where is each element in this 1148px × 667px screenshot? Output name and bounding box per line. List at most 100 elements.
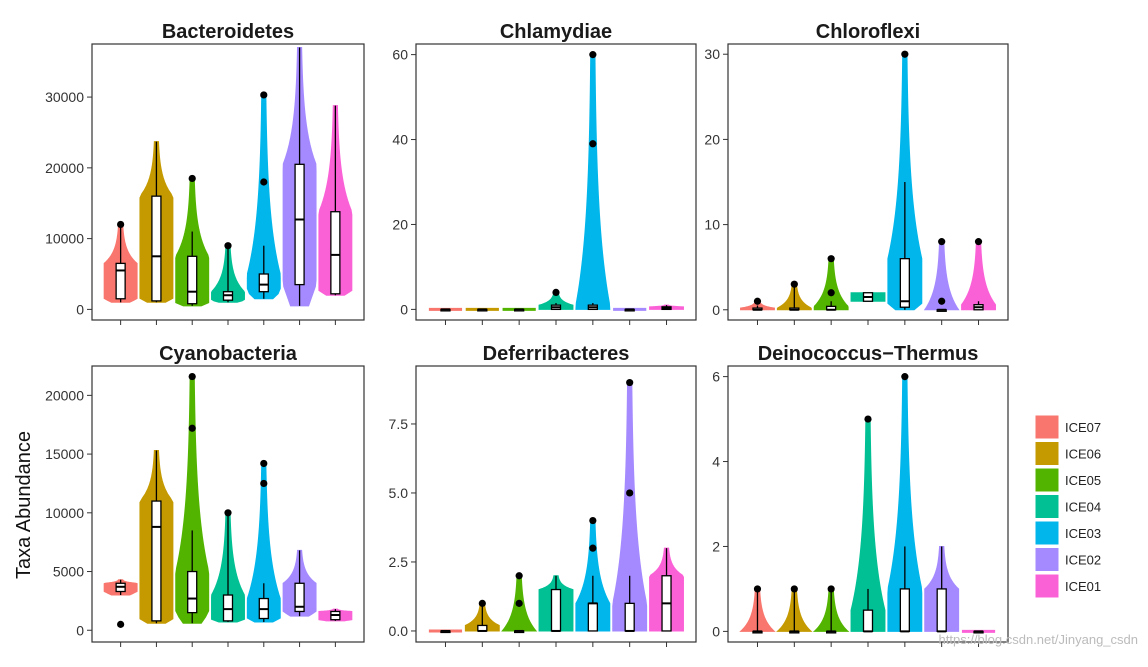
box-ICE02 [624, 602, 635, 632]
y-axis-label: Taxa Abundance [13, 431, 35, 579]
outlier-point-ICE03 [260, 91, 268, 99]
panel-3: Cyanobacteria 0 5000 10000 15000 20000 [45, 343, 365, 647]
outlier-point-ICE05 [188, 174, 196, 183]
watermark-text: https://blog.csdn.net/Jinyang_csdn [939, 632, 1138, 647]
legend-label-ICE04: ICE04 [1065, 500, 1101, 515]
outlier-point-ICE02 [938, 238, 946, 246]
box-ICE02 [936, 588, 947, 633]
panel-title: Deinococcus−Thermus [758, 343, 979, 365]
y-tick-label: 10000 [45, 231, 84, 247]
box-ICE02 [294, 163, 305, 286]
legend-label-ICE05: ICE05 [1065, 473, 1101, 488]
outlier-point-ICE07 [117, 620, 125, 628]
y-tick-label: 30 [704, 46, 720, 62]
outlier-point-ICE07 [117, 220, 125, 229]
outlier-point-ICE02 [626, 378, 634, 387]
outlier-point-ICE07 [753, 297, 762, 305]
legend-label-ICE07: ICE07 [1065, 420, 1101, 435]
panel-2: Chloroflexi 0 10 20 30 [704, 21, 1009, 325]
y-tick-label: 6 [712, 369, 720, 385]
y-tick-label: 10000 [45, 505, 84, 521]
outlier-point-ICE02 [938, 297, 946, 305]
y-tick-label: 15000 [45, 446, 84, 462]
box-ICE03 [258, 273, 269, 293]
box-ICE03 [587, 602, 598, 632]
box-ICE03 [899, 258, 910, 308]
y-tick-label: 10 [704, 217, 720, 233]
panel-frame [415, 43, 697, 321]
outlier-point-ICE03 [589, 51, 597, 59]
legend-swatch-ICE01 [1034, 573, 1060, 599]
outlier-point-ICE03 [589, 140, 597, 148]
panel-title: Deferribacteres [483, 343, 630, 365]
y-tick-label: 0 [400, 301, 408, 317]
outlier-point-ICE06 [790, 585, 798, 593]
box-ICE05 [187, 570, 198, 614]
outlier-point-ICE03 [589, 516, 597, 525]
legend-label-ICE02: ICE02 [1065, 553, 1101, 568]
box-ICE01 [330, 211, 341, 295]
outlier-point-ICE04 [224, 242, 232, 250]
y-tick-label: 2.5 [389, 554, 409, 570]
outlier-point-ICE04 [864, 415, 872, 423]
y-tick-label: 0 [76, 301, 84, 317]
panel-4: Deferribacteres 0.0 2.5 5.0 7.5 [389, 343, 697, 647]
outlier-point-ICE04 [224, 509, 232, 517]
outlier-point-ICE05 [188, 424, 196, 432]
box-ICE06 [151, 500, 162, 622]
panel-1: Chlamydiae 0 20 40 60 [392, 21, 697, 325]
panel-title: Bacteroidetes [162, 21, 294, 43]
outlier-point-ICE03 [260, 178, 268, 186]
y-tick-label: 20 [392, 216, 408, 232]
legend-label-ICE06: ICE06 [1065, 447, 1101, 462]
box-ICE04 [862, 609, 874, 633]
legend-swatch-ICE03 [1034, 520, 1060, 546]
legend-swatch-ICE02 [1034, 547, 1060, 572]
box-ICE04 [222, 594, 234, 622]
y-tick-label: 5000 [53, 564, 84, 580]
legend: ICE07 ICE06 ICE05 ICE04 ICE03 ICE02 ICE01 [1034, 414, 1101, 599]
legend-swatch-ICE05 [1034, 467, 1060, 493]
y-tick-label: 60 [392, 47, 408, 63]
outlier-point-ICE05 [827, 289, 835, 297]
y-tick-label: 0 [76, 622, 84, 638]
y-tick-label: 40 [392, 132, 408, 148]
y-tick-label: 30000 [45, 89, 84, 105]
outlier-point-ICE03 [901, 373, 909, 381]
legend-swatch-ICE04 [1034, 494, 1060, 519]
outlier-point-ICE03 [901, 50, 909, 58]
panel-title: Cyanobacteria [159, 343, 298, 365]
outlier-point-ICE01 [974, 238, 983, 246]
legend-label-ICE03: ICE03 [1065, 526, 1101, 541]
outlier-point-ICE02 [626, 489, 634, 497]
panel-5: Deinococcus−Thermus 0 2 4 6 [712, 343, 1009, 647]
outlier-point-ICE05 [515, 572, 523, 580]
outlier-point-ICE05 [188, 372, 196, 381]
box-ICE05 [187, 255, 198, 305]
y-tick-label: 2 [712, 538, 720, 554]
y-tick-label: 20000 [45, 387, 84, 403]
box-ICE02 [294, 582, 305, 613]
legend-swatch-ICE06 [1034, 441, 1060, 466]
panel-title: Chlamydiae [500, 21, 612, 43]
legend-label-ICE01: ICE01 [1065, 579, 1101, 594]
box-ICE07 [115, 262, 126, 300]
legend-swatch-ICE07 [1034, 414, 1060, 440]
panel-frame [727, 43, 1009, 321]
outlier-point-ICE03 [260, 459, 268, 468]
outlier-point-ICE05 [515, 599, 523, 607]
outlier-point-ICE05 [827, 585, 835, 593]
panel-0: Bacteroidetes 0 10000 20000 30000 [45, 21, 365, 325]
y-tick-label: 0 [712, 302, 720, 318]
y-tick-label: 20 [704, 131, 720, 147]
outlier-point-ICE03 [260, 479, 268, 488]
y-tick-label: 7.5 [389, 416, 409, 432]
y-tick-label: 0 [712, 623, 720, 639]
panel-title: Chloroflexi [816, 21, 920, 43]
outlier-point-ICE06 [790, 280, 798, 288]
box-ICE06 [151, 195, 162, 302]
y-tick-label: 0.0 [389, 623, 409, 639]
outlier-point-ICE06 [478, 599, 486, 607]
